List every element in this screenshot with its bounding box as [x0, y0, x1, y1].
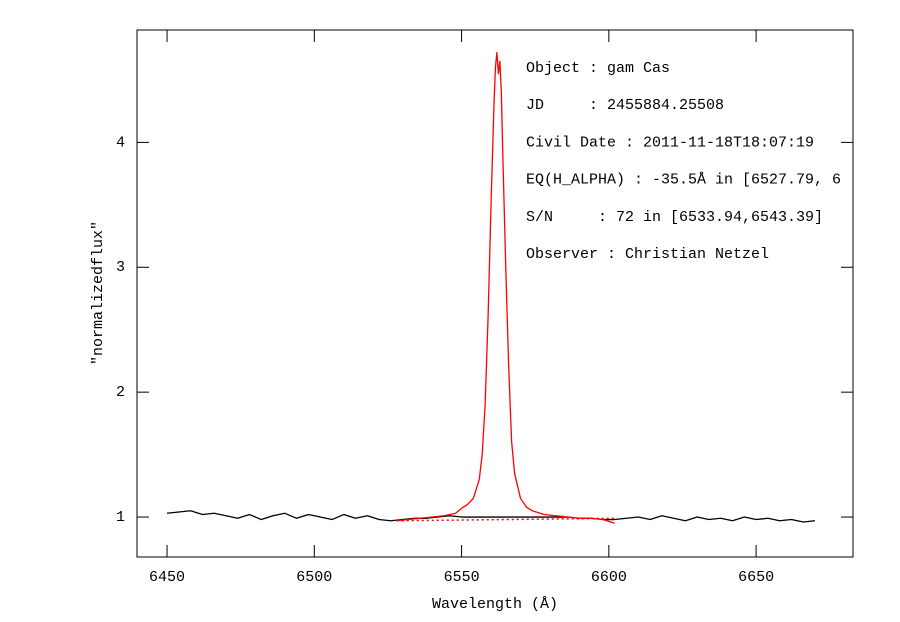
- x-tick-label: 6500: [296, 569, 332, 586]
- spectrum-line: [396, 51, 615, 524]
- x-axis-label: Wavelength (Å): [432, 596, 558, 613]
- annotation: JD : 2455884.25508: [526, 97, 724, 114]
- x-tick-label: 6450: [149, 569, 185, 586]
- annotation: Civil Date : 2011-11-18T18:07:19: [526, 134, 814, 151]
- y-tick-label: 2: [116, 384, 125, 401]
- y-tick-label: 1: [116, 509, 125, 526]
- y-tick-label: 3: [116, 259, 125, 276]
- y-tick-label: 4: [116, 134, 125, 151]
- spectrum-line: [166, 510, 816, 523]
- annotation: EQ(H_ALPHA) : -35.5Å in [6527.79, 6: [526, 172, 841, 189]
- x-tick-label: 6550: [444, 569, 480, 586]
- spectrum-line: [396, 517, 615, 522]
- annotation: Observer : Christian Netzel: [526, 246, 769, 263]
- annotation: S/N : 72 in [6533.94,6543.39]: [526, 209, 823, 226]
- y-axis-label: "normalizedflux": [90, 221, 107, 365]
- annotation: Object : gam Cas: [526, 60, 670, 77]
- x-tick-label: 6600: [591, 569, 627, 586]
- plot-frame: [136, 29, 854, 558]
- x-tick-label: 6650: [738, 569, 774, 586]
